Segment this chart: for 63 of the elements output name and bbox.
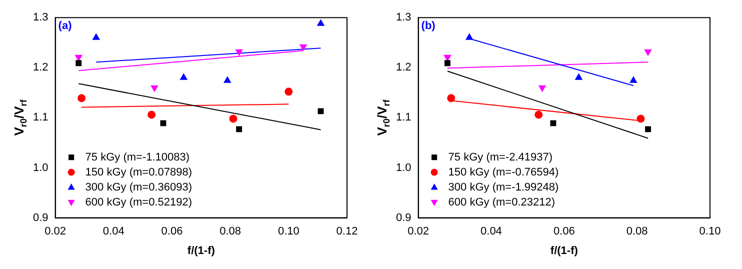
point [284, 88, 293, 96]
point [645, 126, 651, 132]
y-tick-label: 1.3 [32, 12, 48, 24]
point [575, 74, 582, 80]
point [76, 60, 82, 66]
chart-title: (b) [421, 20, 436, 32]
x-tick-label: 0.04 [480, 225, 502, 238]
x-tick-label: 0.06 [161, 225, 183, 238]
legend-label: 300 kGy (m=-1.99248) [448, 181, 559, 194]
legend-label: 150 kGy (m=-0.76594) [448, 166, 559, 178]
point [78, 94, 86, 102]
x-tick-label: 0.12 [336, 225, 358, 238]
x-tick-label: 0.02 [44, 225, 66, 238]
point [236, 126, 242, 132]
x-tick-label: 0.02 [408, 225, 429, 238]
point [180, 74, 188, 80]
point [160, 120, 166, 126]
y-tick-label: 1.2 [396, 62, 412, 74]
y-tick-label: 1.2 [32, 62, 48, 74]
point [550, 120, 556, 126]
y-tick-label: 0.9 [396, 212, 412, 224]
y-tick-label: 1.1 [32, 112, 48, 124]
legend-label: 75 kGy (m=-2.41937) [448, 151, 553, 164]
legend-label: 600 kGy (m=0.23212) [448, 196, 555, 208]
point [75, 54, 82, 62]
y-axis-title: Vr0/Vrf [374, 98, 392, 136]
x-axis-title: f/(1-f) [550, 245, 578, 258]
point [534, 110, 543, 119]
point [92, 34, 100, 40]
point [229, 114, 238, 123]
chart-title: (a) [58, 20, 72, 32]
legend-label: 300 kGy (m=0.36093) [85, 181, 192, 194]
x-tick-label: 0.10 [699, 225, 721, 238]
point [150, 85, 158, 92]
x-tick-label: 0.04 [102, 225, 124, 238]
point [148, 110, 156, 119]
point [444, 60, 450, 66]
legend-label: 600 kGy (m=0.52192) [85, 196, 192, 208]
point [444, 54, 451, 62]
y-tick-label: 1.0 [396, 162, 412, 174]
y-tick-label: 1.1 [396, 112, 412, 124]
point [466, 34, 473, 40]
point [538, 85, 546, 92]
point [644, 49, 652, 56]
x-tick-label: 0.06 [553, 225, 575, 238]
point [224, 76, 231, 83]
x-tick-label: 0.08 [220, 225, 242, 238]
legend-label: 150 kGy (m=0.07898) [85, 166, 192, 178]
point [636, 114, 645, 123]
y-tick-label: 0.9 [32, 212, 48, 224]
y-axis-title: Vr0/Vrf [12, 98, 28, 136]
point [300, 44, 307, 51]
point [630, 76, 637, 83]
point [318, 108, 324, 114]
point [447, 94, 456, 102]
y-tick-label: 1.0 [32, 162, 48, 174]
x-tick-label: 0.10 [278, 225, 300, 238]
point [236, 49, 243, 56]
legend-label: 75 kGy (m=-1.10083) [85, 151, 190, 164]
y-tick-label: 1.3 [396, 12, 412, 24]
x-axis-title: f/(1-f) [187, 245, 216, 258]
point [317, 20, 324, 26]
x-tick-label: 0.08 [626, 225, 648, 238]
